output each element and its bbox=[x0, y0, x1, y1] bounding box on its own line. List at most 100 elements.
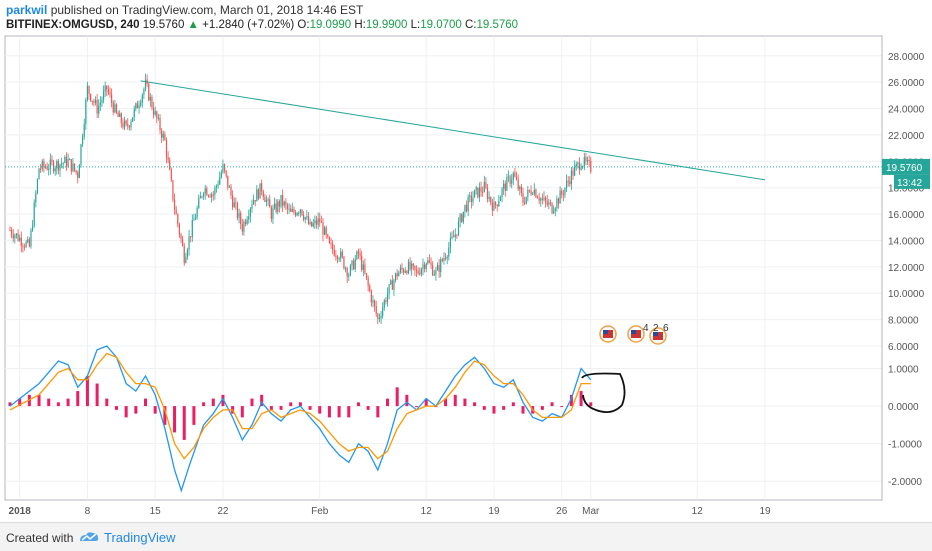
candle-body bbox=[325, 227, 327, 235]
candle-body bbox=[548, 202, 550, 205]
macd-histogram-bar bbox=[415, 406, 419, 408]
candle-body bbox=[243, 221, 245, 232]
candle-body bbox=[267, 199, 269, 201]
macd-axis-tick: -2.0000 bbox=[888, 477, 922, 488]
macd-histogram-bar bbox=[589, 402, 593, 407]
candle-body bbox=[343, 256, 345, 269]
candle-body bbox=[414, 265, 416, 271]
macd-histogram-bar bbox=[202, 402, 206, 407]
author-name[interactable]: parkwil bbox=[6, 3, 48, 17]
candle-body bbox=[572, 170, 574, 176]
macd-histogram-bar bbox=[289, 402, 293, 407]
candle-body bbox=[477, 187, 479, 198]
candle-body bbox=[169, 160, 171, 170]
candle-body bbox=[328, 237, 331, 244]
candle-body bbox=[493, 202, 495, 211]
candle-body bbox=[31, 226, 34, 231]
candle-body bbox=[36, 179, 39, 193]
candle-body bbox=[165, 140, 168, 158]
candle-body bbox=[94, 99, 97, 103]
candle-body bbox=[349, 265, 351, 276]
trend-line[interactable] bbox=[140, 80, 766, 181]
hand-drawn-circle[interactable] bbox=[581, 372, 626, 414]
candle-body bbox=[496, 204, 498, 207]
candle-body bbox=[467, 196, 469, 212]
candle-body bbox=[128, 126, 130, 128]
candle-body bbox=[17, 233, 19, 241]
candle-body bbox=[143, 88, 145, 95]
candle-body bbox=[490, 196, 492, 203]
us-flag-canton-icon bbox=[653, 332, 658, 336]
candle-body bbox=[433, 274, 435, 276]
candle-body bbox=[93, 101, 95, 103]
candle-body bbox=[51, 159, 53, 163]
candle-body bbox=[390, 280, 392, 285]
candle-body bbox=[285, 201, 287, 205]
candle-body bbox=[485, 182, 487, 188]
candle-body bbox=[407, 261, 410, 274]
candle-body bbox=[351, 260, 353, 266]
candle-body bbox=[278, 201, 281, 207]
time-axis-tick: Mar bbox=[582, 506, 600, 517]
candle-body bbox=[109, 92, 111, 95]
candle-body bbox=[253, 200, 255, 205]
candle-body bbox=[240, 213, 242, 225]
macd-axis-tick: -1.0000 bbox=[888, 440, 922, 451]
ohlc-line: BITFINEX:OMGUSD, 240 19.5760 ▲ +1.2840 (… bbox=[6, 19, 518, 31]
candle-body bbox=[77, 172, 79, 179]
candle-body bbox=[562, 194, 564, 196]
candle-body bbox=[62, 163, 64, 165]
candle-body bbox=[438, 265, 440, 273]
candle-body bbox=[393, 280, 395, 290]
candle-body bbox=[275, 203, 277, 212]
candle-body bbox=[296, 213, 298, 216]
candle-body bbox=[115, 104, 118, 113]
candle-body bbox=[375, 306, 377, 315]
candle-body bbox=[72, 163, 74, 172]
price-axis-tick: 24.0000 bbox=[888, 105, 925, 116]
macd-histogram-bar bbox=[386, 398, 389, 407]
candle-body bbox=[228, 186, 231, 188]
candle-body bbox=[327, 234, 329, 238]
candle-body bbox=[261, 183, 263, 192]
candle-body bbox=[336, 256, 339, 260]
candle-body bbox=[340, 251, 342, 259]
price-axis-tick: 28.0000 bbox=[888, 52, 925, 63]
candle-body bbox=[214, 187, 216, 195]
candle-body bbox=[164, 133, 166, 141]
candle-body bbox=[46, 167, 48, 170]
time-axis-tick: 12 bbox=[421, 506, 433, 517]
candle-body bbox=[443, 257, 445, 261]
candle-body bbox=[75, 170, 77, 173]
candle-body bbox=[249, 208, 251, 217]
candle-body bbox=[178, 224, 180, 235]
tradingview-brand[interactable]: TradingView bbox=[104, 530, 176, 545]
macd-histogram-bar bbox=[66, 398, 70, 407]
candle-body bbox=[135, 103, 137, 109]
macd-histogram-bar bbox=[163, 406, 167, 425]
candle-body bbox=[309, 221, 311, 224]
candle-body bbox=[154, 111, 156, 115]
macd-histogram-bar bbox=[279, 406, 283, 410]
candle-body bbox=[361, 255, 363, 270]
publish-line: parkwil published on TradingView.com, Ma… bbox=[6, 3, 363, 17]
candle-body bbox=[290, 208, 292, 212]
price-axis-tick: 10.0000 bbox=[888, 289, 925, 300]
candle-body bbox=[65, 156, 68, 167]
macd-histogram-bar bbox=[153, 406, 157, 414]
macd-histogram-bar bbox=[76, 391, 80, 407]
candle-body bbox=[254, 200, 256, 202]
candle-body bbox=[517, 179, 519, 190]
candle-body bbox=[104, 85, 106, 92]
candle-body bbox=[515, 176, 518, 180]
candle-body bbox=[38, 168, 40, 180]
candle-body bbox=[470, 195, 472, 202]
candle-body bbox=[370, 291, 372, 303]
candle-body bbox=[199, 196, 201, 199]
candle-body bbox=[580, 167, 582, 170]
chart-canvas[interactable]: 4 26 28.0000 26.0000 24.0000 22.0000 2 0.0000 1… bbox=[0, 0, 932, 522]
candle-body bbox=[27, 239, 29, 242]
candle-body bbox=[556, 198, 558, 209]
candle-body bbox=[191, 220, 193, 237]
candle-body bbox=[117, 112, 119, 117]
